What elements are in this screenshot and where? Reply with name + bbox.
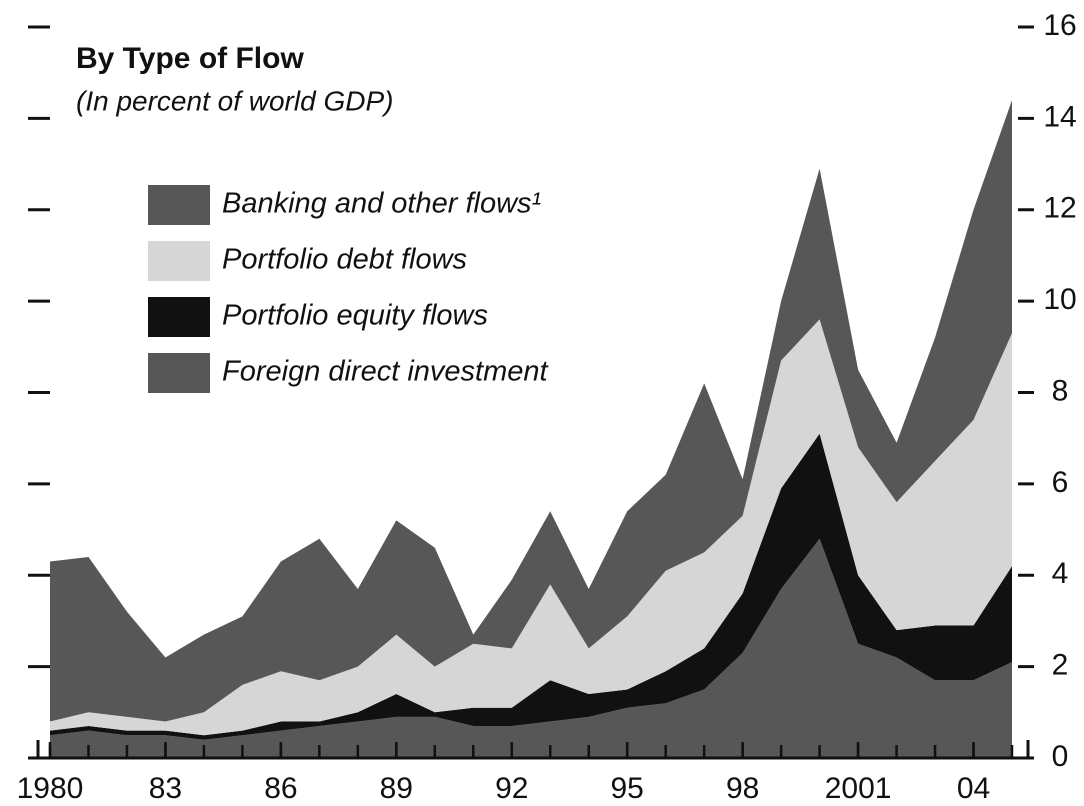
x-tick-label: 86 <box>264 772 297 805</box>
legend-label: Portfolio debt flows <box>222 244 467 276</box>
y-tick-label: 8 <box>1052 374 1069 407</box>
y-tick-label: 6 <box>1052 466 1069 499</box>
legend-swatch <box>148 241 210 281</box>
area <box>50 538 1012 758</box>
x-tick-label: 2001 <box>825 772 892 805</box>
x-tick-label: 04 <box>957 772 990 805</box>
legend-label: Portfolio equity flows <box>222 300 488 332</box>
y-tick-label: 2 <box>1052 649 1069 682</box>
chart-title: By Type of Flow <box>76 42 304 75</box>
x-tick-label: 83 <box>149 772 182 805</box>
x-tick-label: 95 <box>611 772 644 805</box>
y-tick-label: 10 <box>1043 283 1076 316</box>
legend-swatch <box>148 185 210 225</box>
area <box>50 319 1012 736</box>
y-tick-label: 0 <box>1052 740 1069 773</box>
x-tick-label: 98 <box>726 772 759 805</box>
y-tick-label: 4 <box>1052 557 1069 590</box>
legend-swatch <box>148 353 210 393</box>
chart-subtitle: (In percent of world GDP) <box>76 85 393 116</box>
y-tick-label: 14 <box>1043 100 1076 133</box>
legend-label: Banking and other flows¹ <box>222 188 542 220</box>
x-tick-label: 92 <box>495 772 528 805</box>
y-tick-label: 12 <box>1043 192 1076 225</box>
y-tick-label: 16 <box>1043 9 1076 42</box>
area <box>50 100 1012 722</box>
x-tick-label: 1980 <box>17 772 84 805</box>
x-tick-label: 89 <box>380 772 413 805</box>
plot-area <box>50 100 1012 758</box>
legend-swatch <box>148 297 210 337</box>
legend-label: Foreign direct investment <box>222 356 550 388</box>
